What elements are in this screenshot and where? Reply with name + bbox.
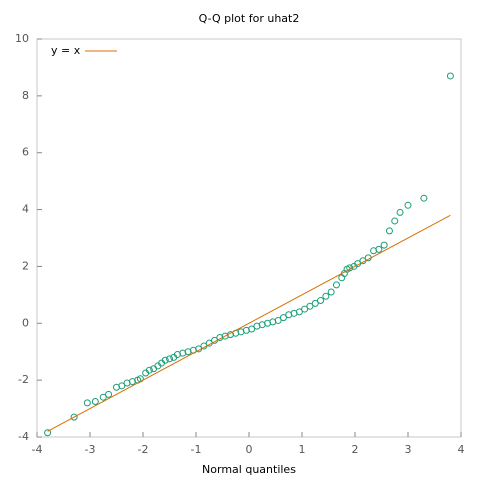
legend-label: y = x <box>51 44 81 57</box>
data-point <box>317 297 325 305</box>
data-point <box>322 292 330 300</box>
data-point <box>105 390 113 398</box>
x-tick-label: 0 <box>246 443 253 456</box>
data-point <box>274 316 282 324</box>
data-point <box>295 308 303 316</box>
data-point <box>332 281 340 289</box>
x-axis-label: Normal quantiles <box>202 463 296 476</box>
x-tick-label: 1 <box>299 443 306 456</box>
y-tick-label: 8 <box>22 89 29 102</box>
data-point <box>391 217 399 225</box>
data-point <box>44 429 52 437</box>
x-tick-label: 4 <box>458 443 465 456</box>
x-tick-label: -4 <box>32 443 43 456</box>
data-point <box>83 399 91 407</box>
data-point <box>99 393 107 401</box>
data-point <box>311 299 319 307</box>
data-point <box>446 72 454 80</box>
data-point <box>306 302 314 310</box>
data-point <box>396 208 404 216</box>
x-tick-label: 2 <box>352 443 359 456</box>
y-tick-label: 6 <box>22 146 29 159</box>
y-tick-label: -2 <box>18 373 29 386</box>
data-point <box>70 413 78 421</box>
x-tick-label: 3 <box>405 443 412 456</box>
data-point <box>385 227 393 235</box>
data-point <box>145 366 153 374</box>
data-point <box>279 314 287 322</box>
x-tick-label: -2 <box>138 443 149 456</box>
data-point <box>420 194 428 202</box>
data-point <box>404 201 412 209</box>
plot-frame <box>36 38 462 438</box>
data-point <box>161 356 169 364</box>
reference-line <box>47 214 451 432</box>
x-tick-label: -3 <box>85 443 96 456</box>
chart-title: Q-Q plot for uhat2 <box>199 12 300 25</box>
data-point <box>327 288 335 296</box>
data-point <box>248 325 256 333</box>
data-point <box>118 382 126 390</box>
data-point <box>91 397 99 405</box>
data-point <box>166 355 173 363</box>
x-tick-label: -1 <box>191 443 202 456</box>
data-point <box>301 305 309 313</box>
y-tick-label: 4 <box>22 203 29 216</box>
data-point <box>380 241 388 249</box>
y-tick-label: 0 <box>22 316 29 329</box>
y-tick-label: 10 <box>15 32 29 45</box>
data-point <box>375 245 383 253</box>
y-tick-label: 2 <box>22 259 29 272</box>
y-tick-label: -4 <box>18 430 29 443</box>
